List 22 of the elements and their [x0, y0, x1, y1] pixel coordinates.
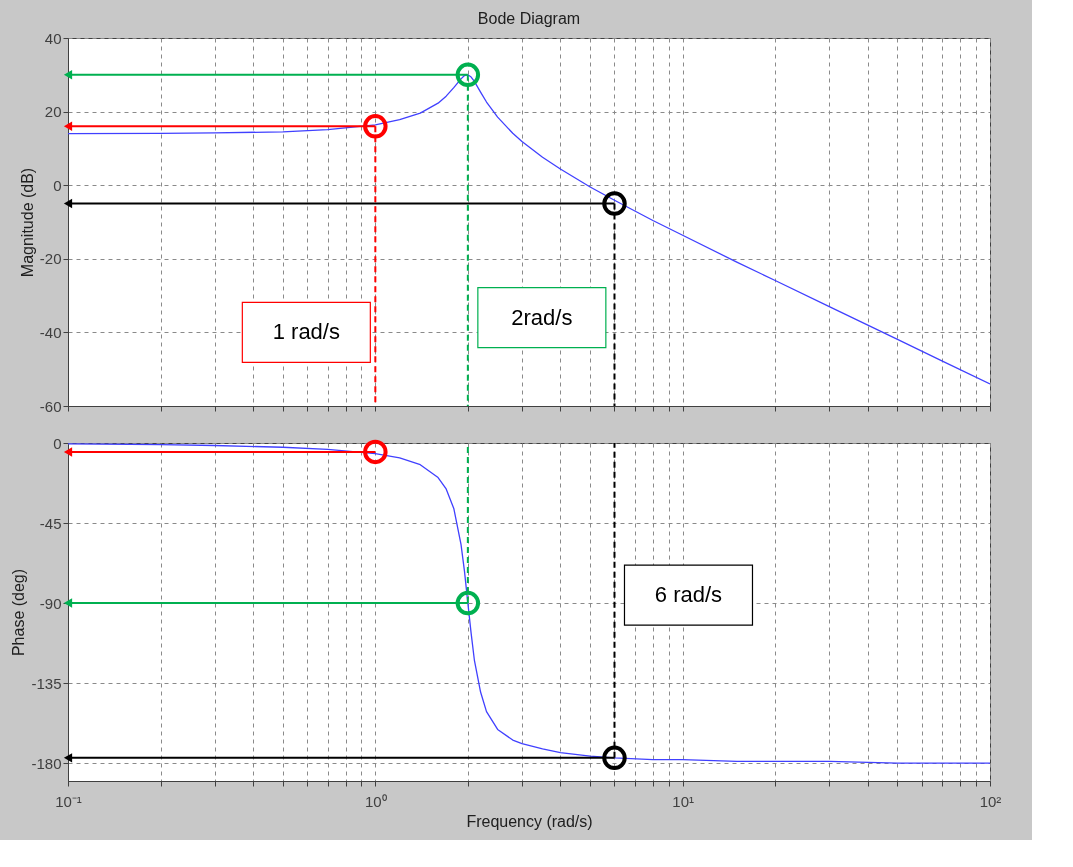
y-tick-label: -135 — [31, 674, 62, 692]
x-tick-label: 10¹ — [672, 792, 695, 810]
y-axis-title: Phase (deg) — [10, 568, 28, 657]
ref-line-label: 6 rad/s — [654, 582, 723, 608]
y-tick-label: 20 — [44, 103, 62, 121]
ref-line-label: 2rad/s — [511, 304, 573, 330]
chart-title: Bode Diagram — [477, 10, 581, 27]
y-axis-title: Magnitude (dB) — [18, 167, 36, 278]
y-tick-label: -20 — [39, 250, 62, 268]
x-tick-label: 10⁰ — [364, 792, 387, 810]
x-tick-label: 10⁻¹ — [55, 792, 82, 810]
y-tick-label: -180 — [31, 754, 62, 772]
y-tick-label: 0 — [53, 176, 62, 194]
y-tick-label: -90 — [39, 594, 62, 612]
x-axis-title: Frequency (rad/s) — [466, 812, 593, 830]
ref-line-label: 1 rad/s — [272, 319, 340, 345]
x-tick-label: 10² — [979, 792, 1002, 810]
y-tick-label: -40 — [39, 323, 62, 341]
y-tick-label: -60 — [39, 397, 62, 415]
y-tick-label: 40 — [44, 29, 62, 47]
y-tick-label: -45 — [39, 514, 62, 532]
y-tick-label: 0 — [53, 434, 62, 452]
